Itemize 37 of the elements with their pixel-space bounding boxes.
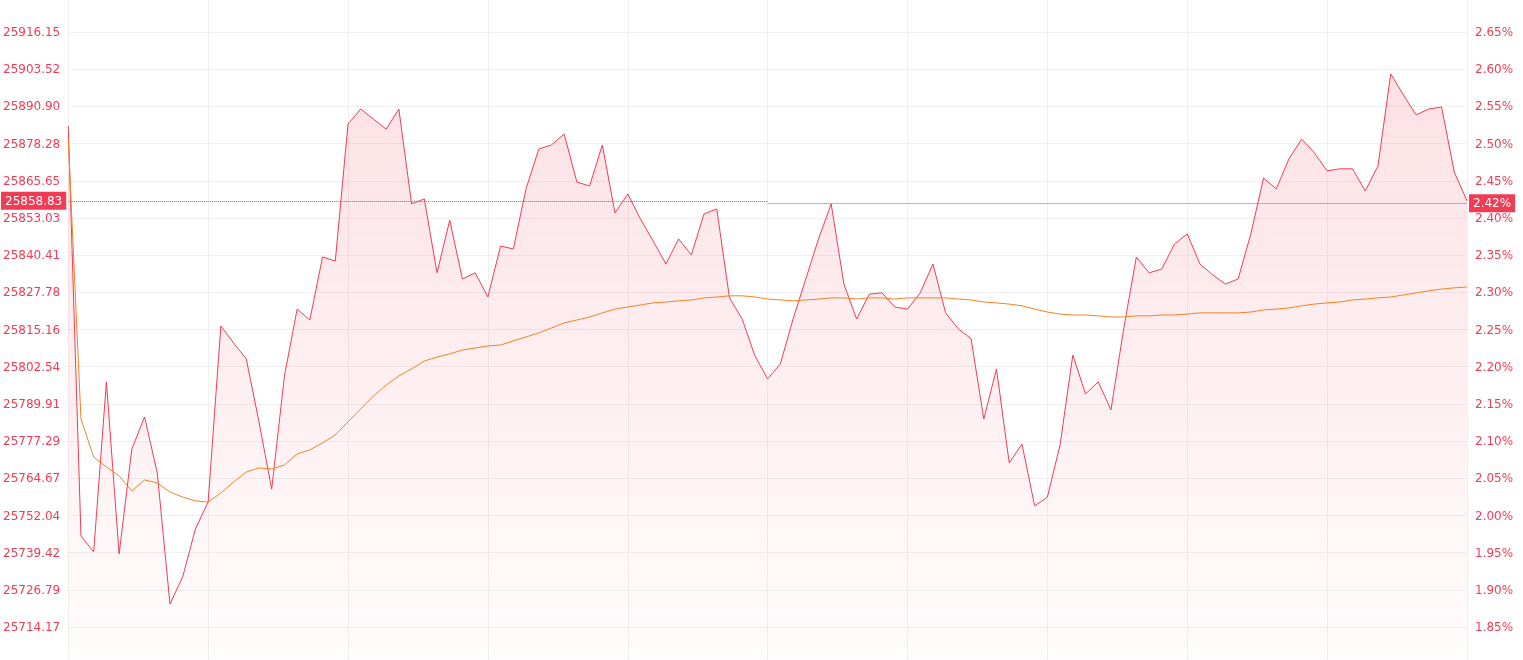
y-tick-label: 25726.79 xyxy=(2,582,61,597)
y-tick-label: 25840.41 xyxy=(2,248,61,263)
y2-tick-label: 1.90% xyxy=(1475,583,1514,598)
y-tick-label: 25890.90 xyxy=(2,99,61,114)
y-tick-label: 25853.03 xyxy=(2,210,61,225)
y-tick-label: 25764.67 xyxy=(2,471,61,486)
y2-tick-label: 2.00% xyxy=(1475,508,1514,523)
y2-tick-label: 2.15% xyxy=(1475,397,1514,412)
y-tick-label: 25789.91 xyxy=(2,396,61,411)
y-tick-label: 25827.78 xyxy=(2,285,61,300)
y2-tick-label: 1.95% xyxy=(1475,545,1514,560)
y-tick-label: 25865.65 xyxy=(2,173,61,188)
y2-tick-label: 2.35% xyxy=(1475,248,1514,263)
line-series xyxy=(67,138,1468,503)
y2-tick-label: 2.45% xyxy=(1475,173,1514,188)
y2-tick-label: 1.85% xyxy=(1475,620,1514,635)
y2-tick-label: 2.30% xyxy=(1475,285,1514,300)
ref-line-label: 25858.83 xyxy=(4,193,63,208)
y2-tick-label: 2.20% xyxy=(1475,359,1514,374)
y2-tick-label: 2.25% xyxy=(1475,322,1514,337)
y-tick-label: 25815.16 xyxy=(2,322,61,337)
y-tick-label: 25903.52 xyxy=(2,62,61,77)
y-tick-label: 25916.15 xyxy=(2,24,61,39)
y-tick-label: 25878.28 xyxy=(2,136,61,151)
y-tick-label: 25752.04 xyxy=(2,508,61,523)
y2-tick-label: 2.50% xyxy=(1475,136,1514,151)
y-tick-label: 25777.29 xyxy=(2,434,61,449)
y2-tick-label: 2.60% xyxy=(1475,62,1514,77)
ref-line-label: 2.42% xyxy=(1473,196,1512,211)
y2-tick-label: 2.05% xyxy=(1475,471,1514,486)
y-tick-label: 25714.17 xyxy=(2,620,61,635)
y2-tick-label: 2.65% xyxy=(1475,25,1514,39)
y2-tick-label: 2.10% xyxy=(1475,434,1514,449)
y2-tick-label: 2.40% xyxy=(1475,211,1514,226)
y2-tick-label: 2.55% xyxy=(1475,99,1514,114)
y-tick-label: 25802.54 xyxy=(2,359,61,374)
y-tick-label: 25739.42 xyxy=(2,545,61,560)
